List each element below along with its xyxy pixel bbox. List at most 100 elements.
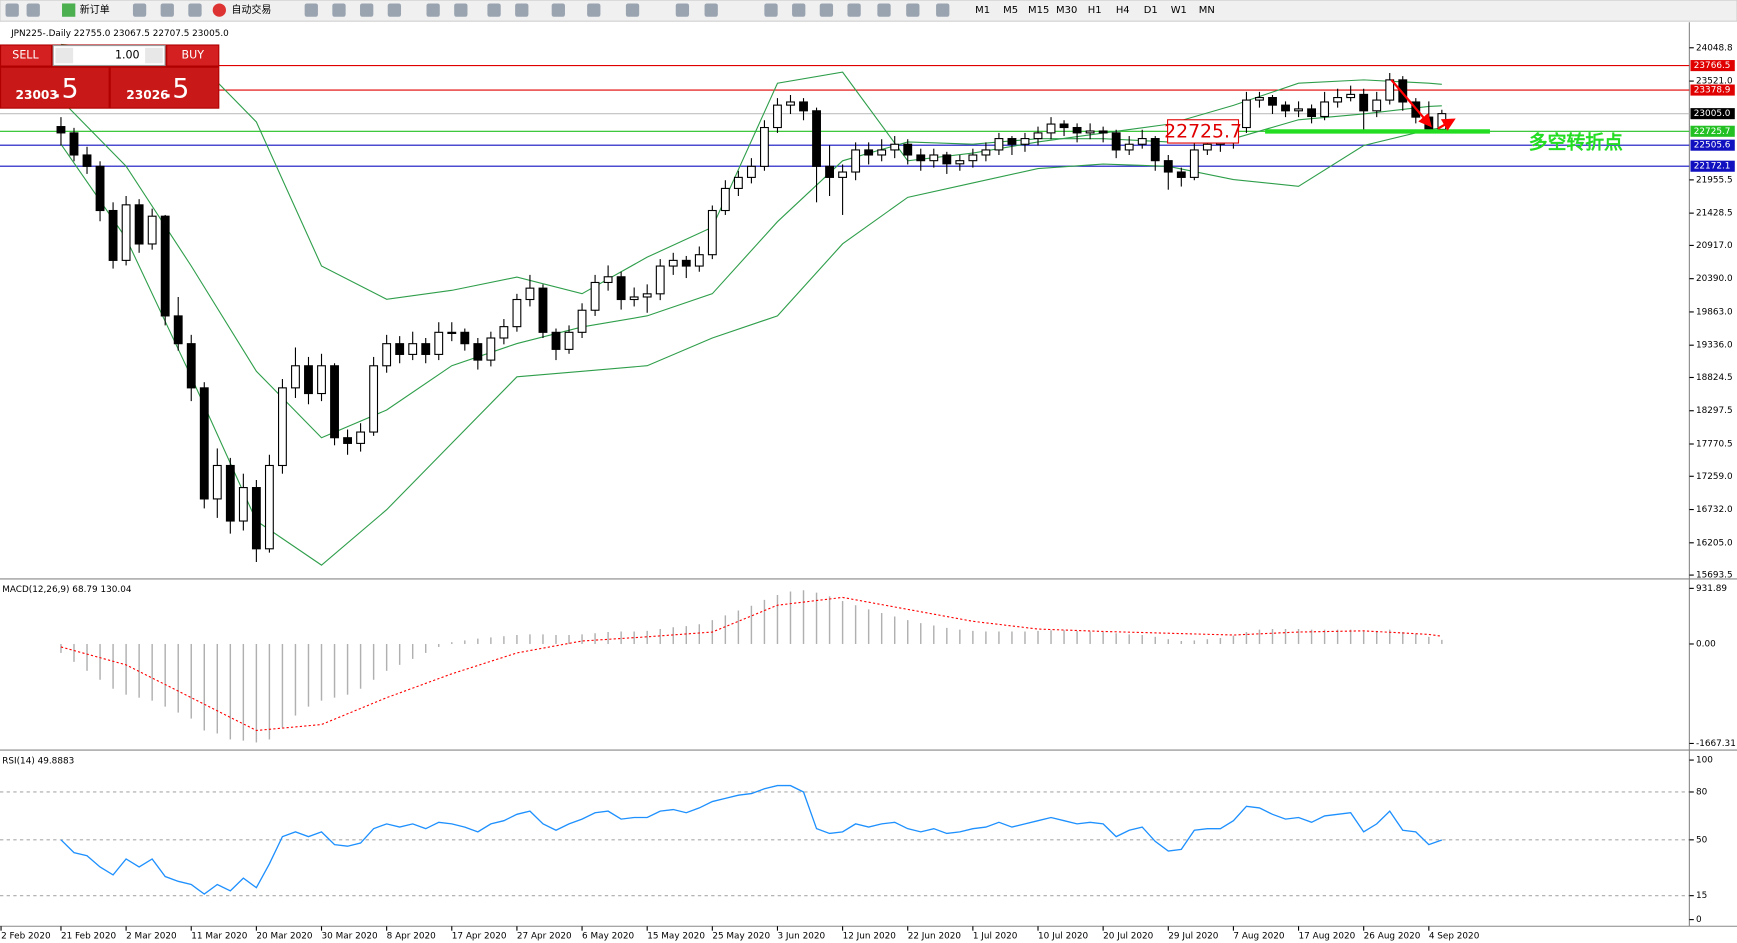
candle-body	[69, 132, 79, 156]
candle-body	[408, 343, 418, 355]
y-tick-label: 20390.0	[1696, 274, 1733, 284]
timeframe-button[interactable]: M30	[1056, 5, 1077, 16]
auto-trading-icon[interactable]	[212, 3, 226, 17]
toolbar-icon[interactable]	[5, 3, 19, 17]
toolbar-icon[interactable]	[487, 3, 501, 17]
lot-input[interactable]	[52, 45, 166, 67]
y-tick-label: 19863.0	[1696, 307, 1733, 317]
candle-body	[668, 259, 678, 267]
toolbar-icon[interactable]	[704, 3, 718, 17]
timeframe-button[interactable]: H4	[1116, 5, 1130, 16]
candle-body	[707, 209, 717, 256]
x-tick-label: 25 May 2020	[712, 932, 770, 942]
sell-label[interactable]: SELL	[12, 49, 39, 62]
rsi-panel	[0, 784, 1690, 897]
timeframe-button[interactable]: MN	[1199, 5, 1215, 16]
buy-button[interactable]	[167, 45, 219, 66]
candle-body	[1111, 132, 1121, 151]
x-tick-label: 20 Mar 2020	[256, 932, 313, 942]
candle-body	[642, 293, 652, 298]
candle-body	[1268, 97, 1277, 106]
candle-body	[603, 276, 613, 284]
toolbar-icon[interactable]	[387, 3, 402, 17]
sell-price[interactable]: 23003	[16, 88, 58, 102]
candle-body	[395, 343, 405, 355]
candle-body	[460, 331, 470, 345]
candle-body	[786, 101, 795, 106]
toolbar-icon[interactable]	[847, 3, 861, 17]
toolbar-icon[interactable]	[360, 3, 374, 17]
candle-body	[486, 337, 496, 361]
price-level-label: 22172.1	[1694, 162, 1731, 172]
toolbar-icon[interactable]	[332, 3, 346, 17]
toolbar-icon[interactable]	[764, 3, 778, 17]
toolbar-icon[interactable]	[160, 3, 174, 17]
candle-body	[1007, 138, 1017, 145]
candle-body	[95, 165, 105, 212]
candle-body	[264, 464, 274, 550]
timeframe-button[interactable]: M1	[975, 5, 990, 16]
candle-body	[186, 343, 196, 389]
candle-body	[1255, 97, 1264, 101]
toolbar-icon[interactable]	[587, 3, 601, 17]
toolbar-icon[interactable]	[132, 3, 147, 17]
toolbar-icon[interactable]	[551, 3, 565, 17]
new-order-icon[interactable]	[62, 3, 76, 17]
toolbar-icon[interactable]	[188, 3, 202, 17]
candle-body	[655, 265, 665, 295]
toolbar-icon[interactable]	[625, 3, 640, 17]
auto-trading-button[interactable]: 自动交易	[232, 3, 272, 16]
toolbar-icon[interactable]	[26, 3, 40, 17]
y-tick-label: 15	[1696, 891, 1707, 901]
toolbar-icon[interactable]	[675, 3, 690, 17]
candle-body	[1046, 123, 1056, 134]
lot-value[interactable]: 1.00	[115, 49, 140, 62]
candle-body	[199, 387, 209, 500]
toolbar-icon[interactable]	[304, 3, 318, 17]
candle-body	[760, 126, 769, 167]
x-tick-label: 6 May 2020	[582, 932, 634, 942]
price-level-tag	[1690, 160, 1735, 172]
panel-title: JPN225-.Daily 22755.0 23067.5 22707.5 23…	[10, 29, 229, 39]
candle-body	[1281, 104, 1290, 112]
toolbar-icon[interactable]	[792, 3, 806, 17]
turning-point-note: 多空转折点	[1529, 131, 1623, 154]
timeframe-button[interactable]: W1	[1171, 5, 1187, 16]
toolbar-icon[interactable]	[454, 3, 468, 17]
toolbar-icon[interactable]	[515, 3, 529, 17]
candle-body	[134, 204, 144, 245]
new-order-button[interactable]: 新订单	[80, 3, 110, 16]
toolbar-icon[interactable]	[906, 3, 920, 17]
candle-body	[629, 296, 639, 301]
x-tick-label: 4 Sep 2020	[1429, 932, 1480, 942]
sell-button[interactable]	[1, 45, 51, 66]
y-tick-label: 100	[1696, 756, 1713, 766]
price-level-tag	[1690, 139, 1735, 151]
sell-price-box[interactable]	[1, 67, 109, 108]
timeframe-button[interactable]: M5	[1003, 5, 1018, 16]
lot-down[interactable]	[55, 47, 74, 64]
candle-body	[369, 365, 379, 433]
candle-body	[955, 160, 965, 165]
y-tick-label: 18297.5	[1696, 406, 1733, 416]
sell-price-frac[interactable]: .5	[53, 73, 78, 104]
candle-body	[473, 343, 483, 361]
candle-body	[968, 154, 978, 162]
toolbar-icon[interactable]	[936, 3, 950, 17]
toolbar-icon[interactable]	[819, 3, 834, 17]
buy-price-frac[interactable]: .5	[164, 73, 189, 104]
candle-body	[212, 464, 222, 500]
candle-body	[799, 101, 808, 112]
timeframe-button[interactable]: D1	[1144, 5, 1158, 16]
price-level-tag	[1690, 108, 1735, 120]
buy-price[interactable]: 23026	[126, 88, 168, 102]
toolbar-icon[interactable]	[426, 3, 440, 17]
timeframe-button[interactable]: M15	[1028, 5, 1049, 16]
price-level-label: 23005.0	[1694, 109, 1731, 119]
lot-up[interactable]	[145, 47, 163, 64]
buy-price-box[interactable]	[110, 67, 219, 108]
timeframe-button[interactable]: H1	[1088, 5, 1102, 16]
y-tick-label: 24048.8	[1696, 43, 1733, 53]
buy-label[interactable]: BUY	[182, 49, 205, 62]
toolbar-icon[interactable]	[877, 3, 891, 17]
